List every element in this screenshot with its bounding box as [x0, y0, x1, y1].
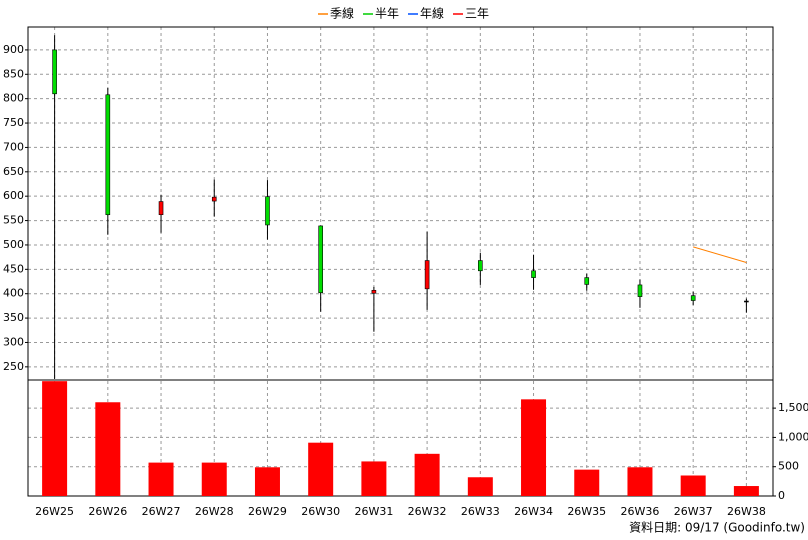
volume-bar [308, 442, 334, 496]
volume-bar [414, 453, 440, 496]
x-tick-label: 26W31 [354, 505, 393, 518]
candle-body [265, 196, 270, 226]
legend-label: 半年 [375, 7, 399, 21]
y2-tick-label: 500 [778, 460, 799, 473]
legend-label: 年線 [420, 6, 444, 21]
legend-label: 季線 [330, 6, 354, 21]
x-tick-label: 26W35 [567, 505, 606, 518]
y-tick-label: 700 [3, 140, 24, 153]
x-tick-label: 26W38 [727, 505, 766, 518]
x-tick-label: 26W33 [461, 505, 500, 518]
y-tick-label: 900 [3, 43, 24, 56]
candle-body [478, 260, 483, 272]
candle-body [744, 300, 749, 303]
candle-body [690, 295, 696, 301]
y2-tick-label: 1,000 [778, 430, 808, 443]
candle-body [531, 270, 536, 278]
volume-bar [95, 402, 121, 496]
volume-bar [521, 399, 547, 496]
volume-bar [254, 467, 280, 496]
y-tick-label: 300 [3, 335, 24, 348]
volume-bar [467, 477, 493, 496]
x-tick-label: 26W29 [248, 505, 287, 518]
volume-bar [574, 469, 600, 496]
footer: 資料日期: 09/17 (Goodinfo.tw) [629, 521, 805, 535]
x-tick-label: 26W37 [674, 505, 713, 518]
y2-tick-label: 0 [778, 489, 785, 502]
y-tick-label: 250 [3, 360, 24, 373]
volume-bar [627, 467, 653, 496]
x-tick-label: 26W32 [408, 505, 447, 518]
y-tick-label: 350 [3, 311, 24, 324]
candle-body [584, 277, 590, 285]
y-tick-label: 450 [3, 262, 24, 275]
y-tick-label: 800 [3, 92, 24, 105]
candle-body [371, 289, 377, 294]
candle-body [318, 225, 323, 294]
volume-frame [27, 379, 774, 497]
ma-line [693, 246, 747, 263]
candle-body [158, 201, 164, 216]
y-tick-label: 500 [3, 238, 24, 251]
y-tick-label: 850 [3, 67, 24, 80]
x-tick-label: 26W30 [301, 505, 340, 518]
y-tick-label: 750 [3, 116, 24, 129]
volume-bar [733, 486, 759, 496]
candle-body [424, 260, 430, 290]
volume-bar [361, 461, 387, 496]
x-tick-label: 26W27 [142, 505, 181, 518]
x-tick-label: 26W34 [514, 505, 553, 518]
volume-bar [680, 475, 706, 496]
volume-bar [42, 381, 68, 496]
volume-bar [201, 462, 227, 496]
candle-body [211, 196, 217, 202]
x-tick-label: 26W28 [195, 505, 234, 518]
volume-bar [148, 462, 174, 496]
x-tick-label: 26W26 [88, 505, 127, 518]
candle-body [52, 49, 57, 95]
y-tick-label: 650 [3, 165, 24, 178]
y-tick-label: 600 [3, 189, 24, 202]
y2-tick-label: 1,500 [778, 401, 808, 414]
candle-body [637, 284, 643, 297]
y-tick-label: 400 [3, 287, 24, 300]
candle-body [105, 94, 111, 216]
x-tick-label: 26W25 [35, 505, 74, 518]
x-tick-label: 26W36 [621, 505, 660, 518]
legend-label: 三年 [465, 7, 489, 21]
y-tick-label: 550 [3, 214, 24, 227]
